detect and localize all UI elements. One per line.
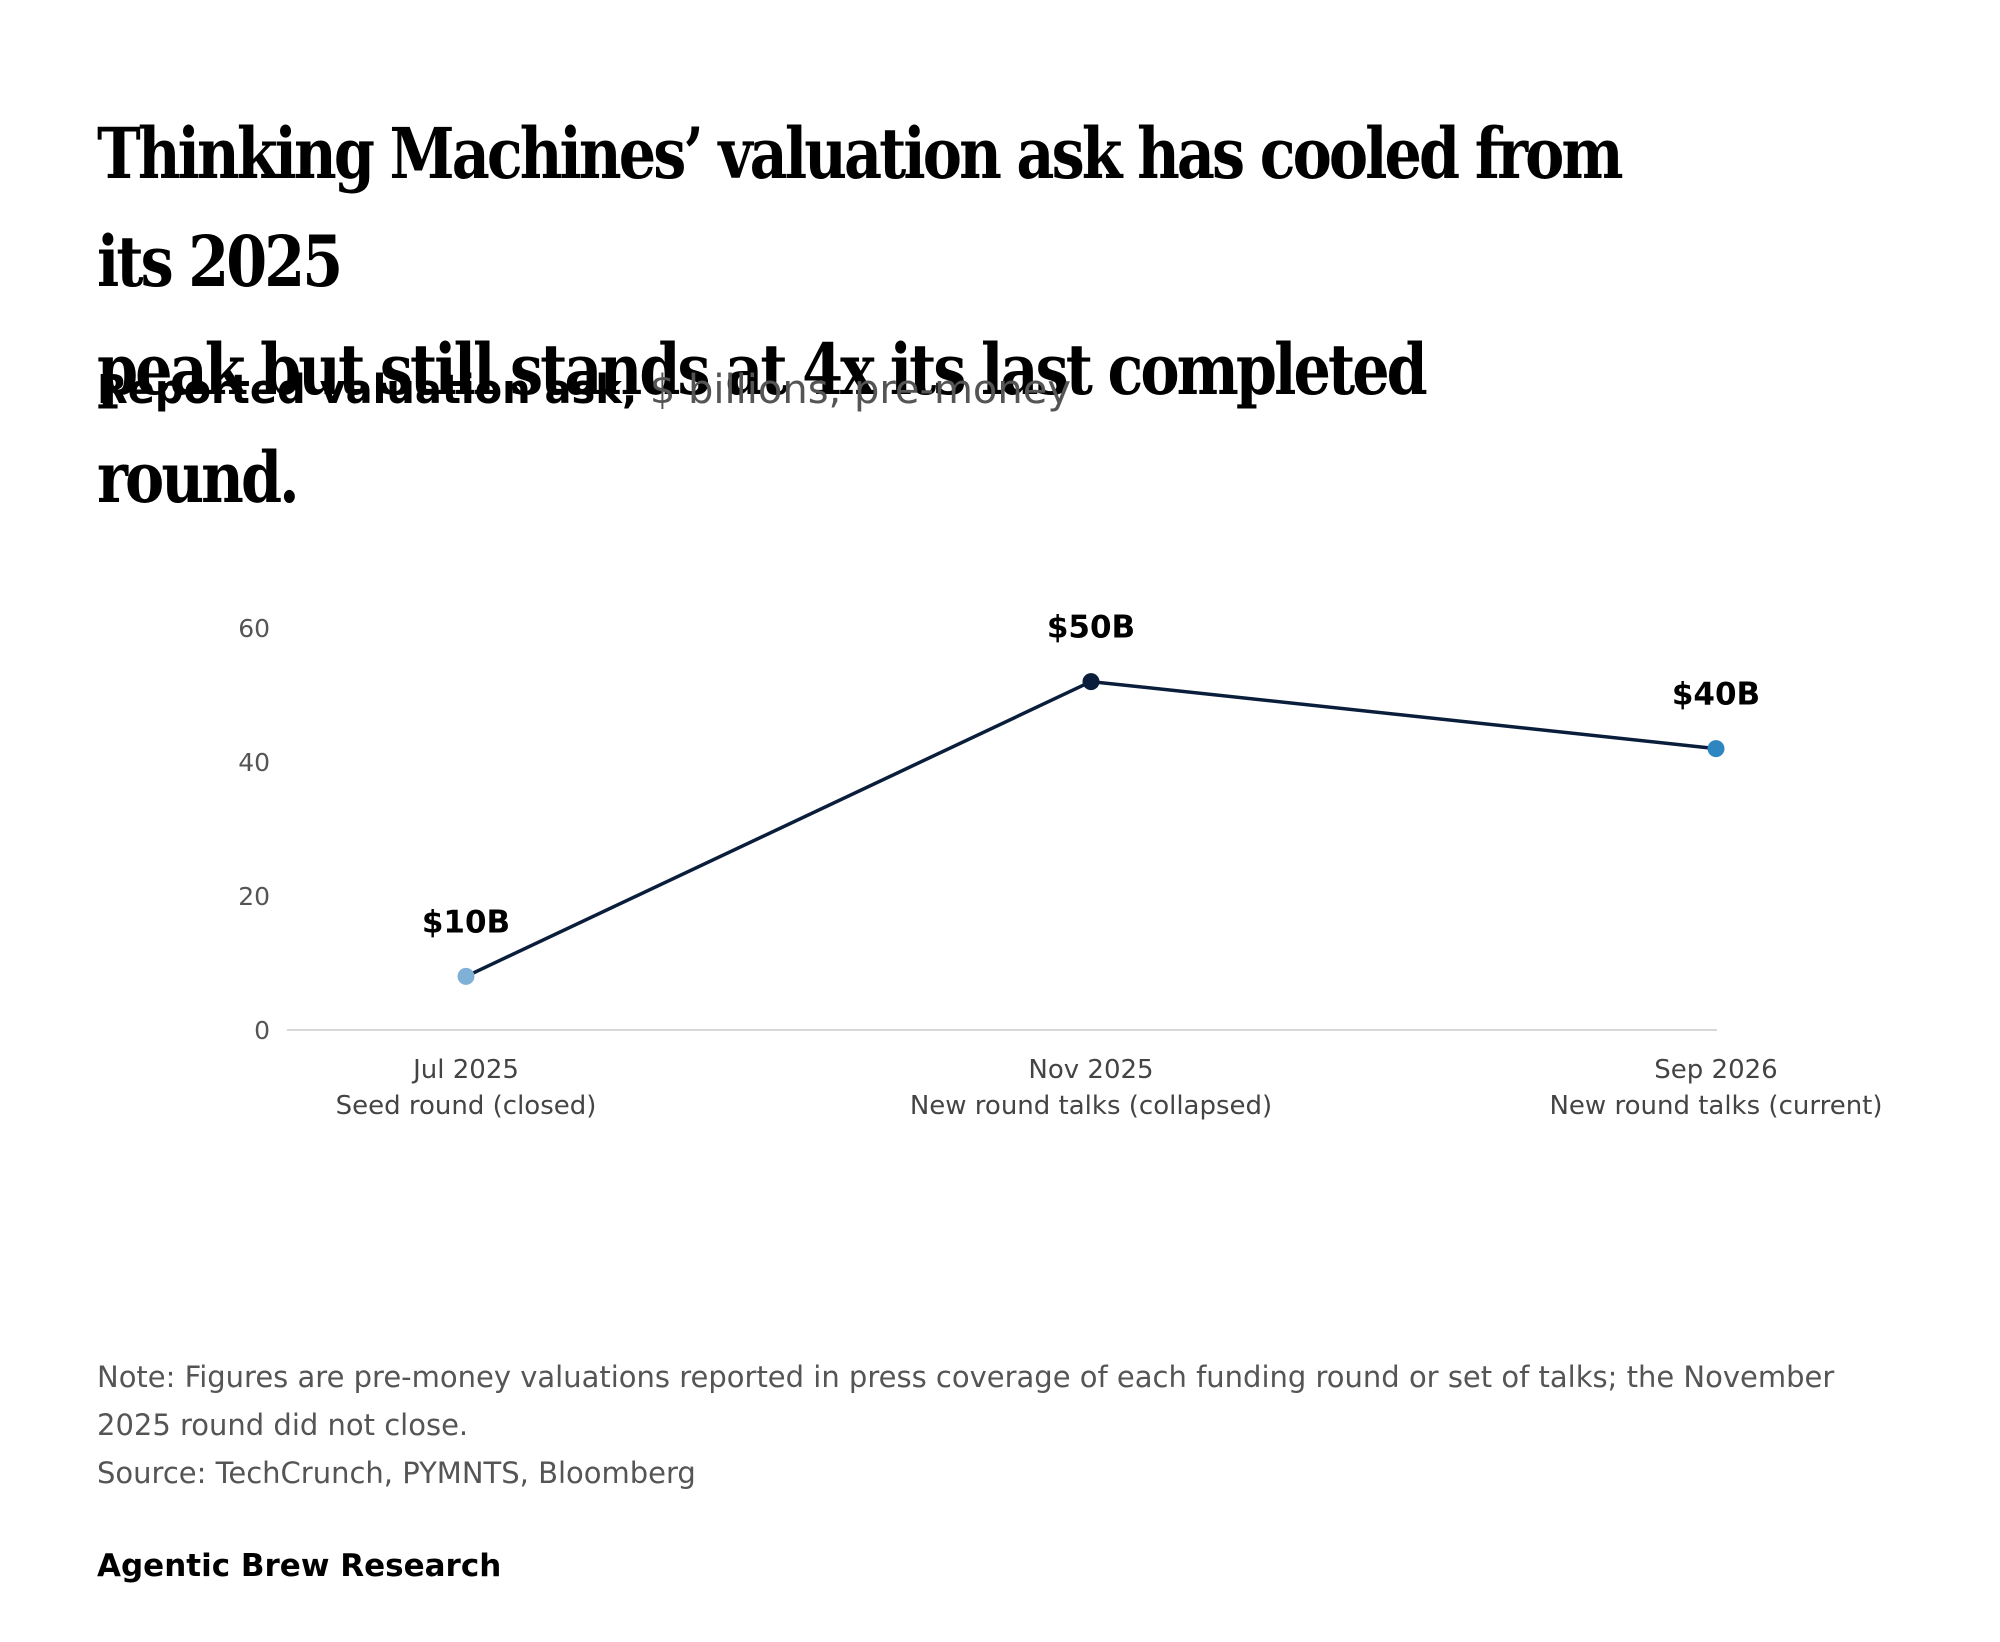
series-line	[465, 679, 1717, 978]
chart-title: Thinking Machines’ valuation ask has coo…	[97, 100, 1626, 532]
chart-title-line-1: Thinking Machines’ valuation ask has coo…	[97, 112, 1624, 303]
y-tick-label: 60	[238, 614, 270, 643]
x-axis-labels: Jul 2025 Seed round (closed) Nov 2025 New r…	[336, 1055, 1883, 1121]
note-text: Note: Figures are pre-money valuations r…	[97, 1360, 1835, 1442]
data-point	[457, 967, 475, 985]
source-text: Source: TechCrunch, PYMNTS, Bloomberg	[97, 1456, 696, 1490]
line-chart: 0 20 40 60 $10B $50B $40B Jul 2025 Seed round …	[238, 610, 1883, 1121]
subtitle-measure: Reported valuation ask,	[97, 367, 638, 413]
x-tick-date: Jul 2025	[411, 1055, 519, 1085]
y-tick-label: 40	[238, 748, 270, 777]
y-tick-label: 0	[254, 1016, 270, 1045]
data-labels: $10B $50B $40B	[422, 610, 1760, 941]
y-tick-label: 20	[238, 882, 270, 911]
brand-credit: Agentic Brew Research	[97, 1548, 502, 1584]
data-points	[457, 673, 1725, 985]
chart-title-line-2: peak but still stands at 4x its last com…	[97, 328, 1428, 519]
chart-subtitle: Reported valuation ask, $ billions, pre-…	[97, 364, 1071, 416]
x-tick-description: New round talks (current)	[1549, 1091, 1882, 1121]
data-point	[1707, 740, 1725, 758]
data-point	[1082, 673, 1100, 691]
data-label: $50B	[1047, 610, 1135, 646]
footnote: Note: Figures are pre-money valuations r…	[97, 1353, 1917, 1497]
y-axis-ticks: 0 20 40 60	[238, 614, 270, 1045]
x-tick-description: Seed round (closed)	[336, 1091, 597, 1121]
x-tick-description: New round talks (collapsed)	[910, 1091, 1272, 1121]
x-tick-date: Sep 2026	[1654, 1055, 1777, 1085]
data-label: $10B	[422, 904, 510, 940]
subtitle-units: $ billions, pre-money	[649, 367, 1072, 413]
x-tick-date: Nov 2025	[1028, 1055, 1153, 1085]
data-label: $40B	[1672, 677, 1760, 713]
